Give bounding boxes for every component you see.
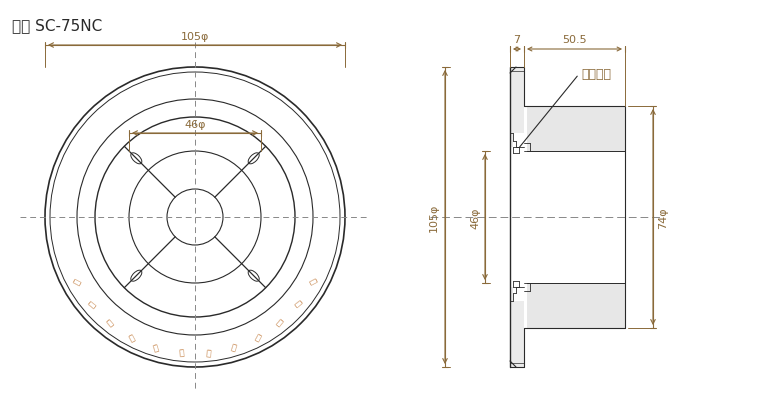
Polygon shape <box>510 68 524 148</box>
Text: 50.5: 50.5 <box>562 35 587 45</box>
Text: 回: 回 <box>230 341 238 351</box>
Text: ち: ち <box>294 298 304 307</box>
Text: に: に <box>254 330 263 341</box>
Text: 外: 外 <box>127 330 136 341</box>
Text: 46φ: 46φ <box>184 120 206 130</box>
Text: 46φ: 46φ <box>470 207 480 228</box>
Text: と: と <box>179 346 185 356</box>
Polygon shape <box>510 287 524 367</box>
Text: ま: ま <box>86 298 96 307</box>
Text: す: す <box>71 276 81 285</box>
Text: す: す <box>205 346 211 356</box>
Text: パッキン: パッキン <box>581 68 611 81</box>
Polygon shape <box>524 107 625 151</box>
Text: 105φ: 105φ <box>181 32 209 42</box>
Text: 105φ: 105φ <box>429 203 439 232</box>
Text: ら: ら <box>276 316 285 326</box>
Text: こ: こ <box>309 276 319 285</box>
Text: 図例 SC-75NC: 図例 SC-75NC <box>12 18 103 33</box>
Text: 7: 7 <box>514 35 521 45</box>
Text: 74φ: 74φ <box>658 207 668 228</box>
Text: せ: せ <box>105 316 114 326</box>
Text: 取: 取 <box>152 341 160 351</box>
Polygon shape <box>524 284 625 328</box>
